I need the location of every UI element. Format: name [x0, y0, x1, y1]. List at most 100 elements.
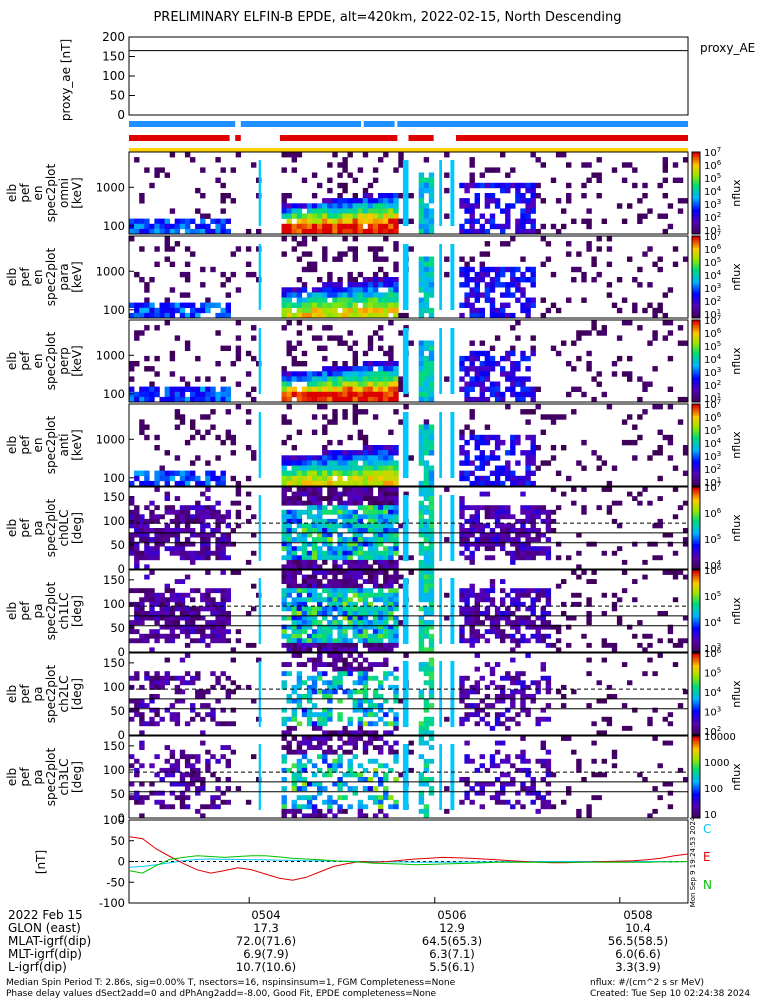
heatmap-frame [128, 235, 689, 319]
colorbar-segment [692, 217, 700, 221]
heatmap-cell [129, 523, 135, 529]
heatmap-cell [469, 376, 475, 382]
heatmap-cell [540, 312, 546, 319]
heatmap-cell [500, 223, 506, 230]
heatmap-cell [154, 633, 160, 639]
heatmap-cell [525, 541, 531, 547]
heatmap-cell [474, 721, 480, 727]
heatmap-cell [469, 588, 475, 594]
heatmap-cell [225, 523, 231, 529]
heatmap-cell [378, 745, 384, 750]
heatmap-cell [296, 763, 303, 769]
colorbar-segment [692, 691, 700, 695]
heatmap-cell [479, 172, 485, 178]
heatmap-cell [357, 537, 364, 542]
heatmap-cell [535, 228, 541, 235]
heatmap-cell [154, 172, 160, 178]
heatmap-cell [139, 799, 145, 805]
heatmap-cell [682, 615, 689, 621]
heatmap-cell [210, 266, 216, 273]
colorbar-segment [692, 354, 700, 358]
heatmap-cell [444, 271, 450, 278]
heatmap-cell [494, 662, 501, 667]
heatmap-cell [571, 386, 577, 392]
heatmap-cell [576, 601, 582, 607]
heatmap-cell [129, 781, 135, 787]
heatmap-cell [230, 680, 236, 686]
heatmap-cell [393, 592, 399, 598]
heatmap-cell [306, 736, 313, 741]
heatmap-cell [423, 707, 430, 713]
heatmap-cell [159, 475, 165, 482]
heatmap-cell [164, 523, 170, 529]
heatmap-cell [225, 434, 231, 441]
heatmap-cell [428, 523, 435, 529]
heatmap-cell [291, 528, 297, 533]
heatmap-cell [423, 564, 430, 570]
heatmap-cell [311, 795, 318, 801]
heatmap-cell [144, 633, 150, 639]
heatmap-cell [210, 606, 216, 612]
heatmap-cell [606, 721, 613, 727]
heatmap-cell [606, 480, 613, 487]
heatmap-cell [286, 574, 292, 580]
heatmap-cell [144, 505, 150, 511]
heatmap-cell [505, 172, 511, 178]
colorbar-segment [692, 600, 700, 604]
heatmap-cell [627, 680, 633, 686]
heatmap-cell [296, 537, 303, 542]
heatmap-cell [144, 307, 150, 314]
heatmap-cell [301, 177, 308, 183]
heatmap-cell [306, 203, 313, 209]
heatmap-cell [129, 236, 135, 242]
heatmap-cell [561, 152, 567, 158]
heatmap-cell [611, 601, 618, 607]
heatmap-cell [301, 455, 308, 461]
heatmap-cell [418, 500, 425, 506]
heatmap-cell [637, 376, 643, 382]
heatmap-cell [205, 307, 211, 314]
heatmap-cell [129, 763, 135, 769]
heatmap-cell [621, 570, 628, 575]
heatmap-cell [459, 282, 465, 288]
heatmap-cell [220, 615, 226, 621]
heatmap-cell [225, 592, 231, 598]
heatmap-cell [372, 302, 379, 308]
heatmap-tick-label: 100 [103, 387, 125, 401]
colorbar-tick-label: 105 [704, 424, 721, 437]
heatmap-cell [291, 638, 297, 644]
heatmap-cell [510, 167, 516, 173]
heatmap-cell [459, 203, 465, 209]
heatmap-cell [428, 579, 435, 584]
heatmap-cell [378, 500, 384, 506]
heatmap-cell [520, 703, 526, 708]
heatmap-cell [352, 287, 358, 293]
heatmap-cell [505, 528, 511, 533]
colorbar-segment [692, 546, 700, 549]
heatmap-cell [230, 647, 236, 653]
heatmap-cell [398, 620, 404, 625]
heatmap-cell [484, 606, 491, 612]
heatmap-cell [484, 509, 491, 515]
heatmap-cell [230, 450, 236, 456]
heatmap-cell [296, 671, 303, 677]
heatmap-cell [317, 487, 323, 492]
heatmap-cell [469, 287, 475, 293]
heatmap-cell [357, 532, 364, 538]
heatmap-cell [342, 629, 348, 635]
heatmap-cell [393, 376, 399, 382]
heatmap-cell [291, 475, 297, 482]
heatmap-cell [337, 292, 343, 298]
heatmap-cell [144, 721, 150, 727]
heatmap-cell [342, 555, 348, 561]
heatmap-cell [489, 514, 496, 520]
heatmap-cell [144, 555, 150, 561]
heatmap-cell [144, 475, 150, 482]
heatmap-cell [291, 689, 297, 695]
heatmap-cell [215, 611, 221, 616]
heatmap-cell [337, 730, 343, 736]
heatmap-cell [515, 532, 521, 538]
heatmap-cell [372, 546, 379, 552]
heatmap-cell [357, 429, 364, 435]
heatmap-cell [144, 386, 150, 392]
